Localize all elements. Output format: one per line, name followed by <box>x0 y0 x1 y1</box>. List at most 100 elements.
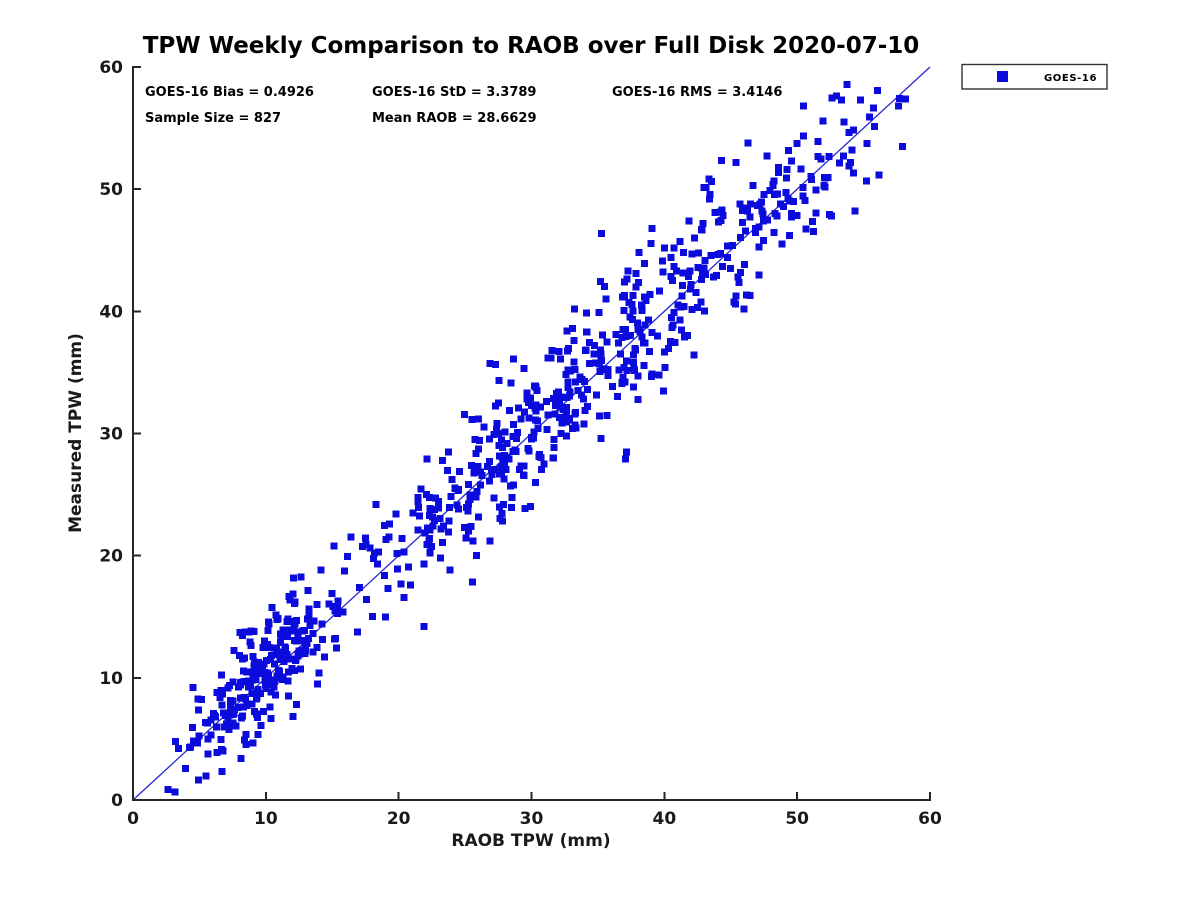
scatter-point <box>253 664 261 672</box>
scatter-point <box>566 392 574 400</box>
scatter-point <box>284 633 292 641</box>
scatter-point <box>563 347 571 355</box>
scatter-point <box>717 250 724 257</box>
scatter-point <box>489 466 497 474</box>
scatter-point <box>359 543 367 551</box>
scatter-point <box>799 192 807 200</box>
scatter-point <box>648 329 656 337</box>
scatter-point <box>270 683 278 691</box>
scatter-point <box>520 408 528 416</box>
scatter-point <box>490 430 498 438</box>
scatter-point <box>436 514 444 522</box>
scatter-point <box>788 157 796 165</box>
scatter-point <box>809 228 817 236</box>
scatter-point <box>290 624 298 632</box>
scatter-point <box>189 737 197 745</box>
y-tick-label: 60 <box>99 58 123 78</box>
scatter-point <box>213 749 221 757</box>
scatter-point <box>679 282 686 289</box>
scatter-point <box>646 348 653 356</box>
scatter-point <box>476 481 484 489</box>
scatter-point <box>369 612 377 620</box>
scatter-point <box>664 345 672 353</box>
scatter-point <box>585 359 593 367</box>
scatter-point <box>578 391 586 399</box>
scatter-point <box>265 644 273 652</box>
scatter-point <box>332 635 339 643</box>
scatter-point <box>856 96 864 104</box>
scatter-point <box>240 703 248 711</box>
scatter-point <box>486 537 494 545</box>
scatter-point <box>537 403 545 411</box>
scatter-point <box>555 347 563 355</box>
scatter-point <box>603 338 611 346</box>
scatter-point <box>230 710 238 718</box>
scatter-point <box>309 648 317 656</box>
scatter-point <box>407 581 414 589</box>
scatter-point <box>259 644 267 652</box>
scatter-point <box>690 351 698 359</box>
scatter-point <box>782 189 790 197</box>
scatter-point <box>250 707 258 715</box>
scatter-point <box>825 210 833 218</box>
scatter-point <box>875 171 883 179</box>
scatter-point <box>283 617 291 625</box>
scatter-point <box>426 505 434 513</box>
scatter-point <box>472 493 480 501</box>
scatter-point <box>498 436 505 444</box>
scatter-point <box>281 645 289 653</box>
scatter-point <box>755 271 763 279</box>
scatter-point <box>621 325 629 333</box>
scatter-point <box>870 104 878 112</box>
scatter-point <box>679 269 687 277</box>
scatter-point <box>236 651 243 659</box>
scatter-point <box>517 415 525 423</box>
scatter-point <box>723 242 731 250</box>
scatter-point <box>193 739 201 747</box>
scatter-point <box>775 163 782 171</box>
stat-std: GOES-16 StD = 3.3789 <box>372 85 536 100</box>
scatter-point <box>812 186 820 194</box>
scatter-point <box>687 285 694 293</box>
scatter-point <box>668 323 676 331</box>
scatter-point <box>435 504 442 512</box>
scatter-point <box>426 534 434 542</box>
scatter-point <box>293 701 301 708</box>
x-tick-label: 10 <box>254 809 278 829</box>
scatter-point <box>189 723 197 731</box>
scatter-point <box>618 379 626 387</box>
scatter-point <box>749 182 757 190</box>
scatter-point <box>597 350 605 358</box>
scatter-point <box>247 641 255 649</box>
scatter-point <box>699 220 707 228</box>
scatter-point <box>680 249 688 257</box>
scatter-point <box>824 173 832 181</box>
scatter-point <box>632 269 640 277</box>
scatter-point <box>464 527 472 535</box>
scatter-point <box>688 306 696 314</box>
scatter-point <box>261 637 268 645</box>
scatter-point <box>284 692 292 700</box>
scatter-point <box>622 333 630 341</box>
scatter-point <box>642 296 650 304</box>
scatter-point <box>444 528 452 536</box>
scatter-point <box>559 405 567 413</box>
scatter-point <box>524 445 532 453</box>
scatter-point <box>328 589 336 597</box>
scatter-point <box>421 529 429 537</box>
scatter-point <box>474 463 482 470</box>
scatter-point <box>692 288 700 296</box>
scatter-point <box>580 420 588 428</box>
scatter-point <box>773 212 781 220</box>
scatter-point <box>466 496 474 504</box>
scatter-point <box>291 667 299 675</box>
scatter-point <box>672 267 680 275</box>
scatter-point <box>793 140 801 148</box>
scatter-point <box>817 155 825 163</box>
scatter-point <box>557 355 565 363</box>
scatter-point <box>469 537 477 545</box>
scatter-point <box>313 643 321 651</box>
scatter-point <box>414 504 422 511</box>
scatter-point <box>508 503 516 511</box>
scatter-point <box>500 462 508 469</box>
